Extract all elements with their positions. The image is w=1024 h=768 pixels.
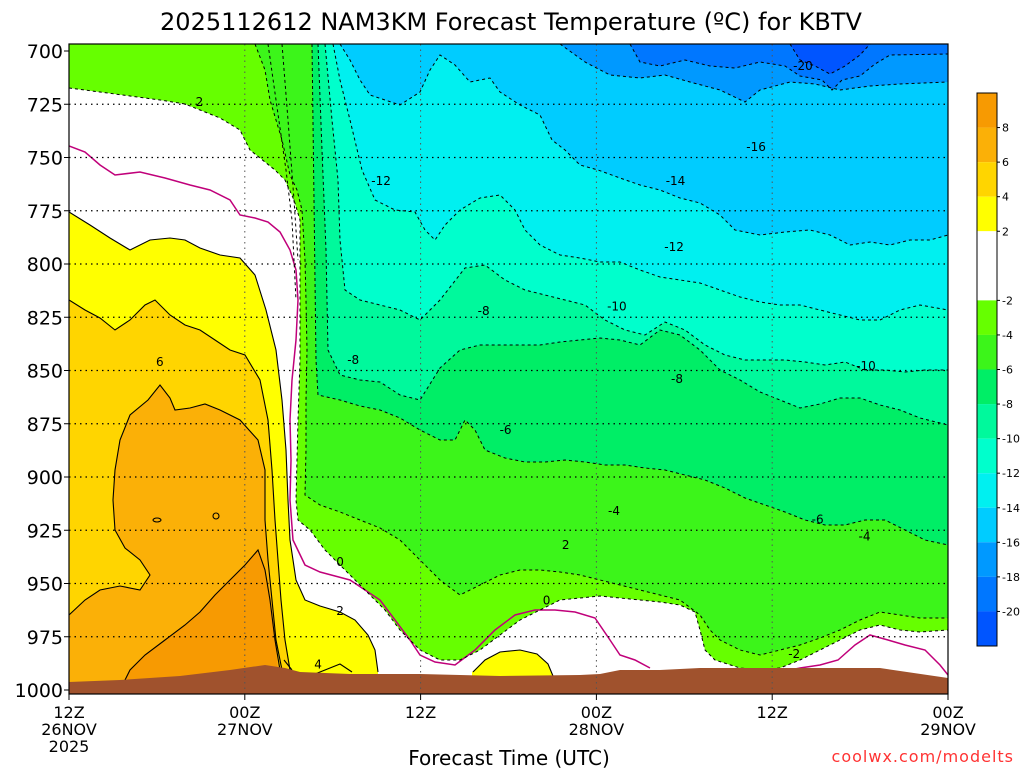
- contour-label: -6: [812, 513, 824, 527]
- contour-label: -8: [671, 372, 683, 386]
- contour-label: -16: [746, 140, 766, 154]
- isotherm-0-upper: [69, 145, 651, 669]
- pressure-gridlines: [69, 103, 948, 638]
- colorbar-label: -12: [1002, 467, 1020, 480]
- colorbar-swatch: [977, 127, 997, 163]
- contour-label: -14: [666, 174, 686, 188]
- y-axis: 700 725 750 775 800 825 850 875 900 925 950 975 1000: [15, 41, 69, 702]
- plot-frame: [68, 43, 949, 695]
- colorbar-swatch: [977, 438, 997, 474]
- colorbar-label: 4: [1002, 191, 1009, 204]
- temp-region--22: [790, 44, 870, 74]
- y-tick-label: 725: [27, 94, 63, 116]
- colorbar-swatch: [977, 542, 997, 577]
- chart-title: 2025112612 NAM3KM Forecast Temperature (…: [160, 8, 863, 36]
- colorbar-swatch: [977, 576, 997, 612]
- contour-label: 2: [562, 538, 570, 552]
- contour-label: 2: [196, 95, 204, 109]
- colorbar-swatch: [977, 369, 997, 405]
- surface-terrain: [69, 665, 948, 694]
- colorbar-label: -20: [1002, 605, 1020, 618]
- colorbar-label: -8: [1002, 398, 1013, 411]
- y-tick-label: 950: [27, 574, 63, 596]
- x-tick-label: 26NOV: [41, 720, 97, 739]
- contour-label: 6: [156, 355, 164, 369]
- plot-area: 2 6 0 2 4 0 2 -2 -4 -4 -6 -6 -8 -8 -8 -10 -10 -12 -12 -14 -1…: [69, 44, 948, 694]
- y-tick-label: 900: [27, 467, 63, 489]
- x-tick-label: 2025: [49, 737, 90, 756]
- x-tick-label: 00Z: [229, 703, 260, 722]
- x-tick-label: 12Z: [405, 703, 436, 722]
- colorbar-swatch: [977, 473, 997, 508]
- contour-label: -2: [788, 647, 800, 661]
- y-tick-label: 750: [27, 148, 63, 170]
- isotherms-positive: [69, 211, 554, 691]
- colorbar-label: -6: [1002, 364, 1013, 377]
- colorbar-swatch: [977, 334, 997, 370]
- x-axis-label: Forecast Time (UTC): [408, 746, 610, 768]
- x-tick-label: 12Z: [757, 703, 788, 722]
- x-tick-label: 12Z: [53, 703, 84, 722]
- colorbar-label: -4: [1002, 329, 1013, 342]
- colorbar-label: -10: [1002, 433, 1020, 446]
- x-tick-label: 28NOV: [569, 720, 625, 739]
- contour-label: -4: [859, 530, 871, 544]
- contour-label: -8: [347, 353, 359, 367]
- contour-label: -10: [856, 359, 876, 373]
- y-tick-label: 875: [27, 414, 63, 436]
- colorbar-label: 8: [1002, 122, 1009, 135]
- colorbar-swatch: [977, 300, 997, 335]
- contour-label: -6: [500, 423, 512, 437]
- colorbar: 8 6 4 2 -2 -4 -6 -8 -10 -12 -14 -16 -18 -20: [976, 92, 1020, 647]
- x-tick-label: 27NOV: [217, 720, 273, 739]
- colorbar-label: -14: [1002, 502, 1020, 515]
- colorbar-label: -18: [1002, 571, 1020, 584]
- x-tick-label: 00Z: [932, 703, 963, 722]
- y-tick-label: 800: [27, 254, 63, 276]
- colorbar-swatch: [977, 231, 997, 301]
- colorbar-swatch: [977, 404, 997, 439]
- contour-label: 0: [543, 594, 551, 608]
- colorbar-swatch: [977, 162, 997, 197]
- contour-label: -20: [793, 59, 813, 73]
- contour-label: 0: [336, 555, 344, 569]
- y-tick-label: 850: [27, 361, 63, 383]
- credit-text: coolwx.com/modelts: [832, 747, 1014, 766]
- contour-label: -4: [608, 504, 620, 518]
- colorbar-label: 2: [1002, 225, 1009, 238]
- contour-label: 4: [314, 657, 322, 671]
- contour-labels: 2 6 0 2 4 0 2 -2 -4 -4 -6 -6 -8 -8 -8 -10 -10 -12 -12 -14 -1…: [156, 59, 876, 672]
- x-tick-label: 00Z: [581, 703, 612, 722]
- contour-label: -12: [371, 174, 391, 188]
- temp-region--20: [630, 44, 948, 90]
- contour-label: -10: [607, 300, 627, 314]
- y-tick-label: 825: [27, 307, 63, 329]
- colorbar-swatch: [977, 93, 997, 128]
- contour-label: 2: [336, 604, 344, 618]
- y-tick-label: 975: [27, 627, 63, 649]
- colorbar-swatch: [977, 507, 997, 543]
- colorbar-swatch: [977, 196, 997, 232]
- y-tick-label: 700: [27, 41, 63, 63]
- contour-label: -8: [478, 304, 490, 318]
- colorbar-label: 6: [1002, 156, 1009, 169]
- contour-label: -12: [664, 240, 684, 254]
- y-tick-label: 925: [27, 520, 63, 542]
- y-tick-label: 775: [27, 201, 63, 223]
- time-gridlines: [244, 44, 773, 694]
- colorbar-swatch: [977, 611, 997, 646]
- temp-region-8-10: [120, 550, 280, 690]
- colorbar-label: -16: [1002, 536, 1020, 549]
- colorbar-label: -2: [1002, 294, 1013, 307]
- x-tick-label: 29NOV: [920, 720, 976, 739]
- y-tick-label: 1000: [15, 680, 63, 702]
